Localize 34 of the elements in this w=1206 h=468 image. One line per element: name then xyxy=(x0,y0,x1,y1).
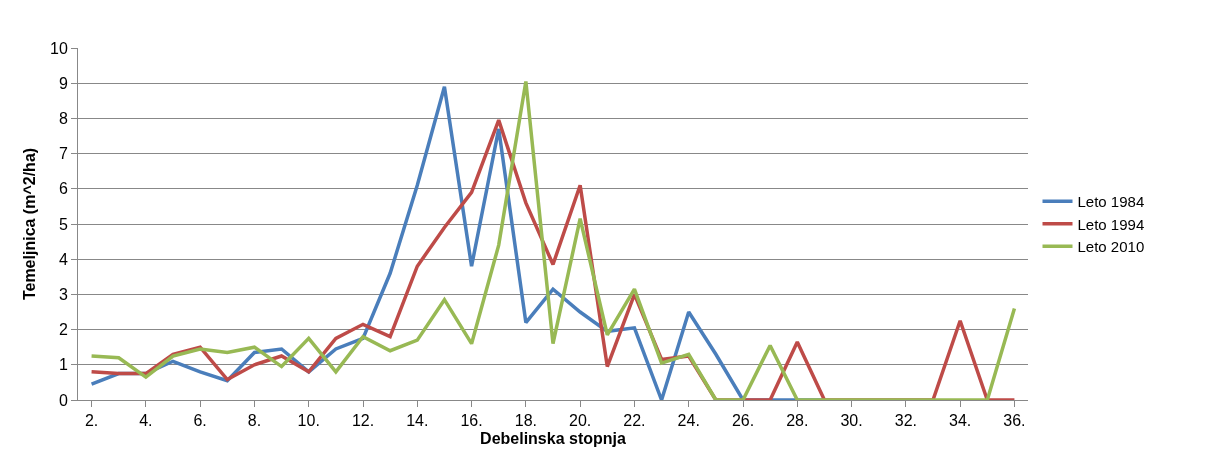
x-tick-label: 10. xyxy=(297,412,320,430)
y-tick-label: 9 xyxy=(58,74,68,92)
x-tick-label: 22. xyxy=(623,412,646,430)
y-tick-label: 2 xyxy=(58,321,68,339)
x-tick-label: 30. xyxy=(840,412,863,430)
x-tick-label: 36. xyxy=(1003,412,1026,430)
x-tick-label: 12. xyxy=(351,412,375,430)
x-tick-label: 28. xyxy=(786,412,809,430)
x-tick-label: 14. xyxy=(406,412,429,430)
x-tick-label: 18. xyxy=(514,412,537,430)
x-axis-title: Debelinska stopnja xyxy=(480,429,627,447)
y-tick-label: 5 xyxy=(58,215,68,233)
x-tick-label: 2. xyxy=(84,412,99,430)
legend-label: Leto 1994 xyxy=(1077,215,1145,233)
x-tick-label: 20. xyxy=(569,412,592,430)
x-tick-label: 4. xyxy=(139,412,153,430)
legend-label: Leto 1984 xyxy=(1077,193,1145,211)
y-axis-title: Temeljnica (m^2/ha) xyxy=(20,147,38,301)
legend-label: Leto 2010 xyxy=(1077,238,1145,256)
x-tick-label: 34. xyxy=(949,412,972,430)
y-tick-label: 7 xyxy=(58,145,68,163)
y-tick-label: 4 xyxy=(58,250,68,268)
x-tick-label: 32. xyxy=(894,412,917,430)
x-tick-label: 24. xyxy=(677,412,700,430)
x-tick-label: 8. xyxy=(247,412,262,430)
y-tick-label: 1 xyxy=(58,356,68,374)
y-tick-label: 6 xyxy=(58,180,68,198)
y-tick-label: 10 xyxy=(50,39,68,57)
x-tick-label: 6. xyxy=(193,412,207,430)
y-tick-label: 8 xyxy=(58,110,68,127)
x-tick-label: 26. xyxy=(731,412,755,430)
x-tick-label: 16. xyxy=(460,412,483,430)
y-tick-label: 3 xyxy=(58,286,68,303)
y-tick-label: 0 xyxy=(58,391,68,409)
